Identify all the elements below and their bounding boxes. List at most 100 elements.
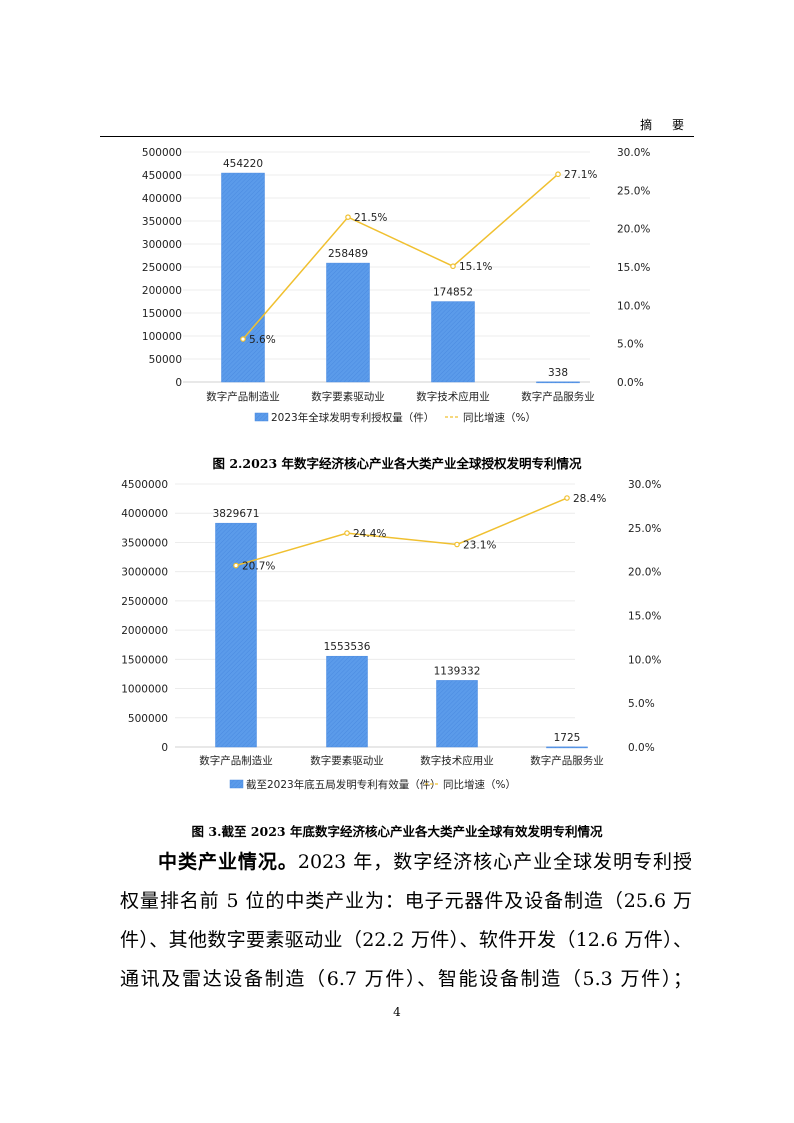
page-number: 4 [393,1005,401,1019]
y-tick-label: 3000000 [121,567,168,579]
y-tick-label: 300000 [142,239,182,251]
bar-data-label: 454220 [223,158,263,170]
y-tick-label: 500000 [128,713,168,725]
line-series [242,173,559,340]
text-line: 2023 年，数字经济核心产业全球发明专利授 [297,851,692,873]
y-tick-label: 4500000 [121,479,168,491]
y-tick-label: 0 [175,377,182,389]
line-point [240,336,246,342]
bar [326,655,368,748]
y2-tick-label: 25.0% [628,523,661,535]
paragraph-lead: 中类产业情况。 [158,851,298,873]
line-data-label: 5.6% [249,334,276,346]
y-tick-label: 50000 [149,354,182,366]
line-point [450,263,456,270]
x-category-label: 数字技术应用业 [420,754,494,767]
y-tick-label: 1500000 [121,654,168,666]
y-tick-label: 100000 [142,331,182,343]
line-data-label: 20.7% [242,561,275,573]
text-line: 件）、其他数字要素驱动业（22.2 万件）、软件开发（12.6 万件）、 [120,929,692,951]
x-category-label: 数字产品服务业 [521,390,595,403]
y-tick-label: 350000 [142,216,182,228]
line-point [454,541,460,548]
bar [326,262,370,383]
legend-bar-label: 2023年全球发明专利授权量（件） [271,411,434,424]
x-category-label: 数字产品制造业 [199,754,273,767]
y-tick-label: 2000000 [121,625,168,637]
bar [431,301,475,383]
bar [215,522,257,748]
chart-figure-2: 0 50000 100000 150000 200000 250000 300000 3500… [142,147,650,424]
y-tick-label: 2500000 [121,596,168,608]
line-series [235,497,568,567]
caption-prefix: 图 2. [212,456,243,471]
y-tick-label: 4000000 [121,508,168,520]
bar [546,746,588,749]
text-line: 通讯及雷达设备制造（6.7 万件）、智能设备制造（5.3 万件）； [120,968,692,990]
legend-bar-label: 截至2023年底五局发明专利有效量（件） [246,778,441,791]
y-tick-label: 250000 [142,262,182,274]
y2-tick-label: 0.0% [617,377,644,389]
x-category-label: 数字要素驱动业 [310,754,384,767]
line-data-label: 23.1% [463,539,496,551]
line-data-label: 28.4% [573,493,606,505]
y2-tick-label: 15.0% [617,262,650,274]
body-paragraph: 中类产业情况。2023 年，数字经济核心产业全球发明专利授 权量排名前 5 位的… [120,843,692,999]
caption-text: 截至 2023 年底数字经济核心产业各大类产业全球有效发明专利情况 [221,824,603,839]
line-point [555,171,561,178]
y-tick-label: 150000 [142,308,182,320]
chart-figure-3: 0 500000 1000000 1500000 2000000 2500000 30000… [121,479,661,791]
figure-2-caption: 图 2.2023 年数字经济核心产业各大类产业全球授权发明专利情况 [0,453,794,472]
y2-tick-label: 20.0% [628,567,661,579]
line-data-label: 21.5% [354,212,387,224]
y2-tick-label: 10.0% [617,300,650,312]
line-point [345,214,351,220]
legend-bar-swatch [254,412,269,422]
caption-prefix: 图 3. [191,824,222,839]
line-data-label: 24.4% [353,528,386,540]
y-tick-label: 500000 [142,147,182,159]
legend-line-label: 同比增速（%） [463,411,536,424]
bar-data-label: 258489 [328,248,368,260]
bar-data-label: 3829671 [213,508,260,520]
y-tick-label: 400000 [142,193,182,205]
caption-text: 2023 年数字经济核心产业各大类产业全球授权发明专利情况 [242,456,582,471]
line-point [564,495,570,501]
x-category-label: 数字要素驱动业 [311,390,385,403]
bar-data-label: 338 [548,367,568,379]
y-tick-label: 200000 [142,285,182,297]
text-line: 权量排名前 5 位的中类产业为：电子元器件及设备制造（25.6 万 [120,890,692,912]
line-point [344,530,350,536]
figure-3-caption: 图 3.截至 2023 年底数字经济核心产业各大类产业全球有效发明专利情况 [0,821,794,840]
bar [221,172,265,383]
y-tick-label: 0 [161,742,168,754]
y2-tick-label: 5.0% [628,698,655,710]
y-tick-label: 1000000 [121,684,168,696]
y-tick-label: 450000 [142,170,182,182]
x-category-label: 数字技术应用业 [416,390,490,403]
y2-tick-label: 30.0% [628,479,661,491]
bar-data-label: 174852 [433,287,473,299]
y2-tick-label: 0.0% [628,742,655,754]
y2-tick-label: 30.0% [617,147,650,159]
y2-tick-label: 15.0% [628,611,661,623]
bar [436,680,478,748]
y2-tick-label: 5.0% [617,339,644,351]
line-point [233,562,239,569]
x-category-label: 数字产品服务业 [530,754,604,767]
bar-data-label: 1553536 [324,641,371,653]
line-data-label: 15.1% [459,261,492,273]
line-data-label: 27.1% [564,169,597,181]
y-tick-label: 3500000 [121,537,168,549]
bar [536,381,580,384]
y2-tick-label: 10.0% [628,654,661,666]
running-header: 摘 要 [640,118,692,132]
bar-data-label: 1725 [554,732,581,744]
legend-line-label: 同比增速（%） [443,778,516,791]
legend-bar-swatch [229,779,244,789]
y2-tick-label: 20.0% [617,224,650,236]
bar-data-label: 1139332 [434,665,481,677]
x-category-label: 数字产品制造业 [206,390,280,403]
header-rule [100,136,694,137]
y2-tick-label: 25.0% [617,185,650,197]
